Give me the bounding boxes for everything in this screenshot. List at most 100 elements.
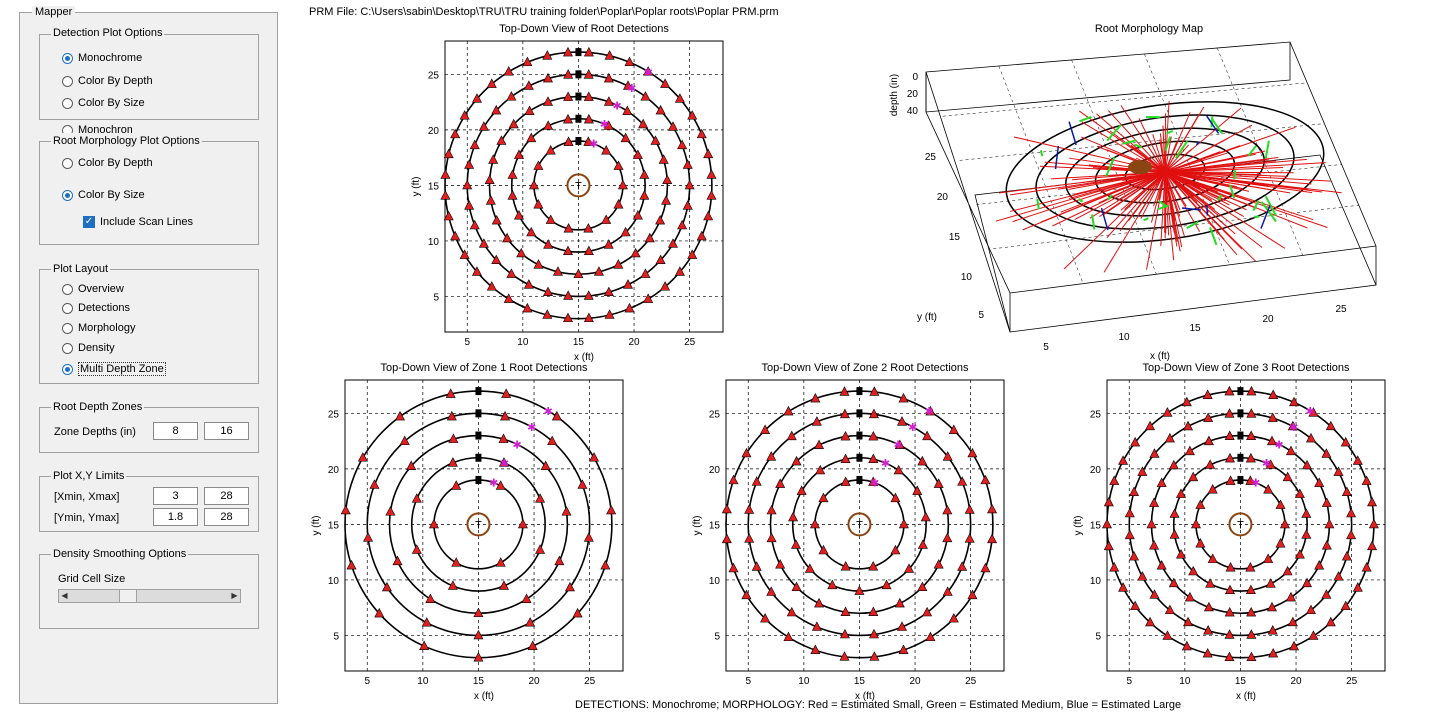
detection-marker [1340,436,1351,447]
root-small [1044,161,1166,173]
ymax-field[interactable]: 28 [204,508,249,526]
root-small [1146,171,1166,270]
detection-marker [1181,396,1192,407]
detection-marker [440,190,451,200]
detection-marker [744,504,755,514]
root-small [1164,171,1244,218]
root-large [1100,207,1109,231]
radio-morph-color-by-size[interactable]: Color By Size [62,189,145,201]
detection-marker [721,533,732,544]
zone-depth-1-field[interactable]: 8 [153,422,198,440]
root-medium [1210,116,1214,128]
detection-marker [1102,518,1112,529]
root-small [1164,159,1269,173]
event-marker: ✱ [627,83,636,95]
root-medium [1077,198,1084,203]
detection-marker [552,266,563,276]
detection-marker [1246,651,1257,662]
detection-marker [1279,518,1290,529]
detection-marker [471,266,482,276]
x-tick-label: 25 [965,676,977,687]
event-marker: ✱ [600,119,609,131]
detection-marker [1287,616,1298,627]
plot-title: Top-Down View of Zone 3 Root Detections [1142,362,1350,374]
detection-marker [868,453,879,464]
radio-layout-detections[interactable]: Detections [62,302,130,314]
detection-marker [1325,616,1336,627]
root-medium [1211,118,1223,135]
root-small [1088,164,1166,173]
plot-title: Root Morphology Map [1095,23,1203,35]
detection-marker [967,447,978,458]
radio-detection-color-by-depth[interactable]: Color By Depth [62,75,153,87]
radio-layout-morphology[interactable]: Morphology [62,322,135,334]
detection-marker [775,559,786,569]
scan-line [747,412,972,637]
detection-marker [1266,435,1277,446]
x-tick-label: 20 [628,337,640,348]
radio-label: Color By Size [78,97,145,109]
detection-marker [1246,385,1257,396]
scan-start-marker [475,387,482,396]
detection-marker [1346,529,1357,540]
slider-left-arrow-icon[interactable]: ◀ [61,591,68,600]
radio-morph-color-by-depth[interactable]: Color By Depth [62,157,153,169]
scan-start-marker [1237,475,1244,484]
radio-layout-overview[interactable]: Overview [62,283,124,295]
root-small [1164,171,1187,207]
detection-marker [478,238,489,248]
detection-marker [523,80,534,90]
detection-marker [443,210,454,221]
root-small [1074,171,1166,220]
zone-depth-2-field[interactable]: 16 [204,422,249,440]
slider-thumb[interactable] [119,590,137,602]
root-small [1124,171,1166,210]
detection-marker [854,585,865,595]
root-small [1164,171,1323,193]
root-small [1164,148,1193,173]
detection-marker [543,96,554,106]
xmax-field[interactable]: 28 [204,487,249,505]
event-marker: ✱ [527,422,536,434]
radio-clipped-monochrome[interactable]: Monochrome [62,124,132,133]
event-marker: ✱ [894,439,903,451]
slider-right-arrow-icon[interactable]: ▶ [231,591,238,600]
detection-marker [1149,497,1160,507]
include-scan-lines-checkbox[interactable]: ✓ Include Scan Lines [83,216,193,228]
detection-marker [464,159,475,169]
detection-marker [925,631,936,642]
ymin-field[interactable]: 1.8 [153,508,198,526]
radio-label: Detections [78,302,130,314]
detection-marker [696,230,707,241]
detection-marker [1129,550,1140,561]
radio-detection-color-by-size[interactable]: Color By Size [62,97,145,109]
scan-start-marker [575,70,582,79]
tree-marker [847,512,872,537]
detection-marker [811,416,822,426]
root-medium [1164,136,1172,152]
y-tick-label: 5 [1095,631,1101,642]
y-tick-label: 10 [709,576,721,587]
root-small [1135,157,1166,173]
scan-line [1128,412,1353,637]
detection-marker [632,210,643,220]
detection-marker [1181,640,1192,651]
event-marker: ✱ [1289,422,1298,434]
grid-cell-size-slider[interactable]: ◀ ▶ [58,589,241,603]
x-tick-label: 25 [584,676,596,687]
y-tick-label: 20 [1090,465,1102,476]
radio-detection-monochrome[interactable]: Monochrome [62,52,142,64]
detection-marker [687,110,698,120]
root-small [1164,151,1221,173]
detection-marker [471,93,482,103]
scan-line [1150,434,1331,615]
grid-line [976,164,1342,205]
detection-marker [1245,452,1256,463]
xmin-field[interactable]: 3 [153,487,198,505]
radio-layout-density[interactable]: Density [62,342,115,354]
x-tick-label: 10 [417,676,429,687]
scan-start-marker [475,475,482,484]
root-small [1072,171,1166,181]
radio-layout-multi-depth-zone[interactable]: Multi Depth Zone [62,362,166,376]
detection-marker [1282,565,1293,576]
